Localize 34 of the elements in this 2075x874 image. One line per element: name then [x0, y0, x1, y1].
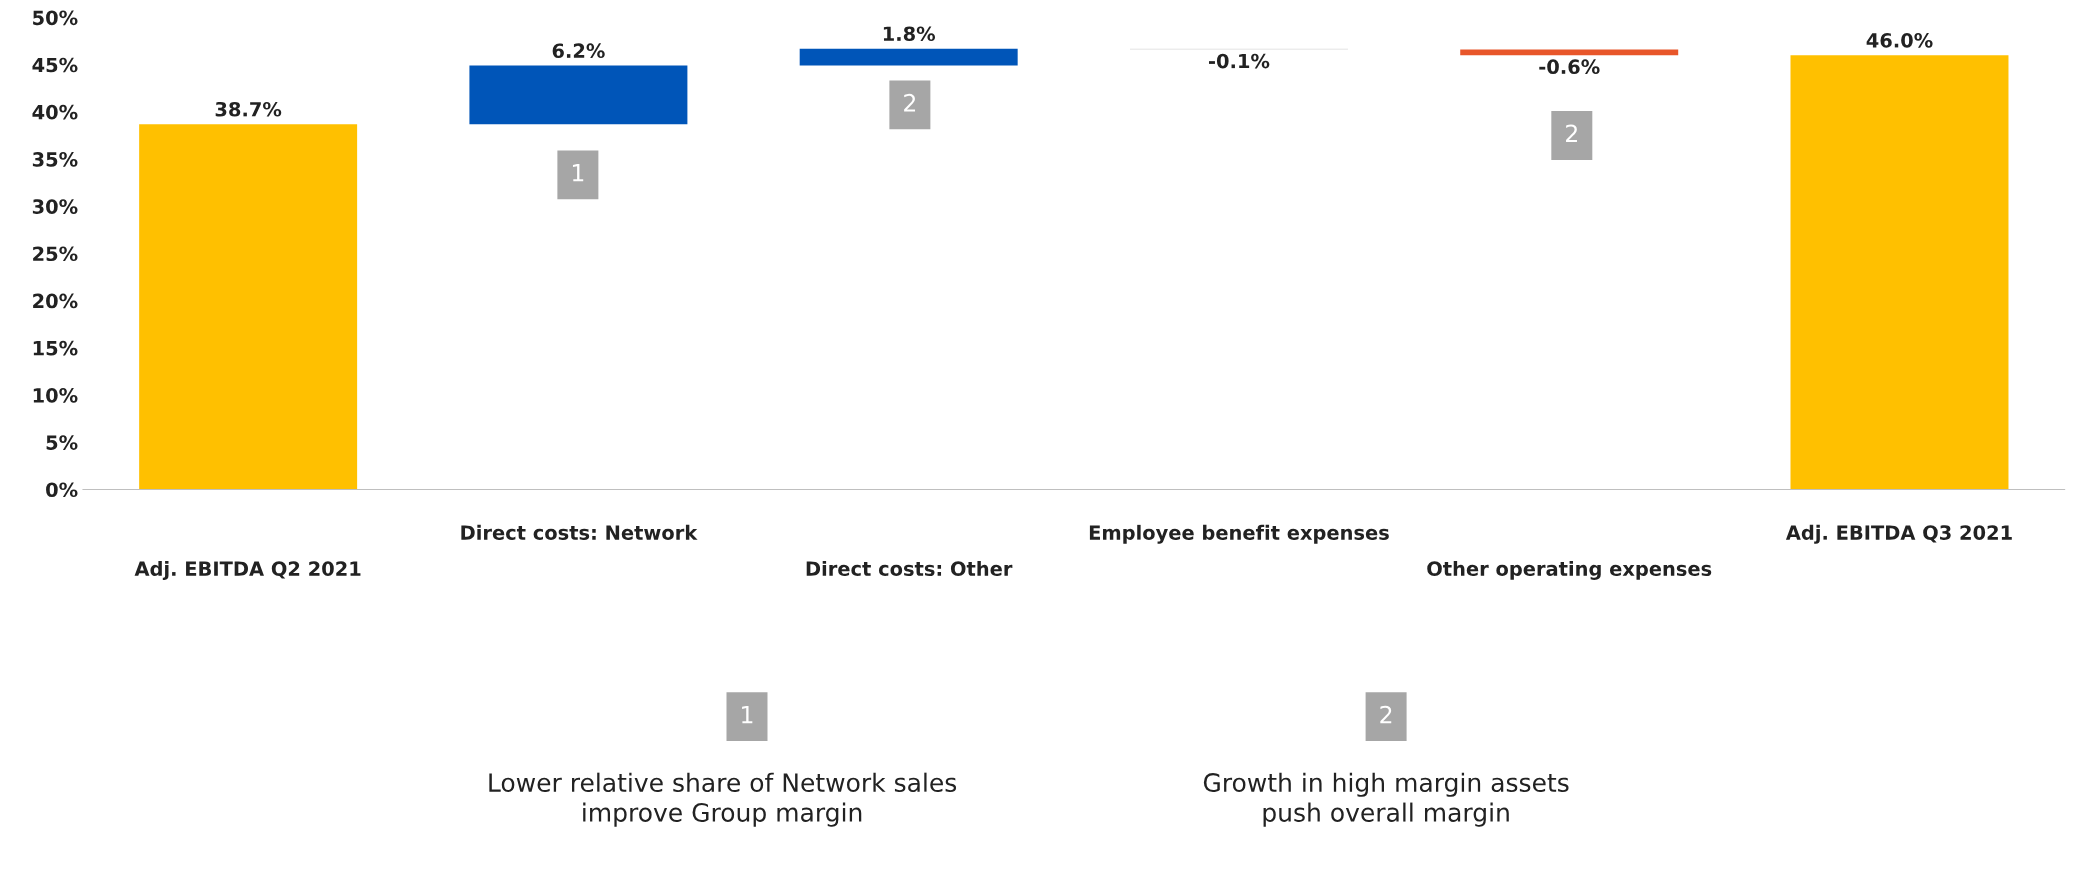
data-label: 6.2%: [552, 43, 605, 59]
y-tick-label: 45%: [32, 57, 78, 73]
y-tick-label: 25%: [33, 246, 78, 262]
y-tick-label: 10%: [33, 388, 78, 403]
annotation: 2: [1566, 124, 1577, 142]
y-tick-label: 5%: [46, 435, 78, 450]
bar: [469, 65, 688, 125]
y-tick-label: 35%: [32, 152, 78, 167]
x-tick-label: Employee benefit expenses: [1089, 524, 1389, 544]
x-tick-label: Other operating expenses: [1427, 560, 1712, 580]
x-tick-label: Adj. EBITDA Q3 2021: [1785, 524, 2012, 544]
y-tick-label: 20%: [33, 293, 78, 309]
data-label: 1.8%: [883, 26, 936, 42]
annotation: 1: [572, 164, 584, 182]
text: 2: [1380, 705, 1392, 724]
bar: [1790, 55, 2009, 490]
y-tick-label: 15%: [33, 340, 78, 356]
data-label: 46.0%: [1866, 32, 1933, 48]
x-tick-label: Direct costs: Network: [461, 524, 698, 540]
y-tick-label: 0%: [46, 482, 78, 498]
text: 1: [742, 705, 753, 724]
data-label: -0.6%: [1539, 59, 1600, 75]
x-tick-label: Direct costs: Other: [806, 560, 1013, 577]
data-label: -0.1%: [1209, 53, 1270, 69]
data-label: 38.7%: [215, 101, 282, 117]
bar: [799, 48, 1018, 66]
bar: [139, 124, 358, 490]
annotation: 2: [904, 93, 916, 112]
text: Growth in high margin assets push overall margin: [1203, 772, 1569, 827]
x-tick-label: Adj. EBITDA Q2 2021: [134, 560, 361, 580]
text: Lower relative share of Network sales improve Group margin: [489, 772, 957, 827]
y-tick-label: 40%: [32, 104, 78, 120]
y-tick-label: 30%: [32, 199, 78, 214]
y-tick-label: 50%: [33, 10, 78, 26]
